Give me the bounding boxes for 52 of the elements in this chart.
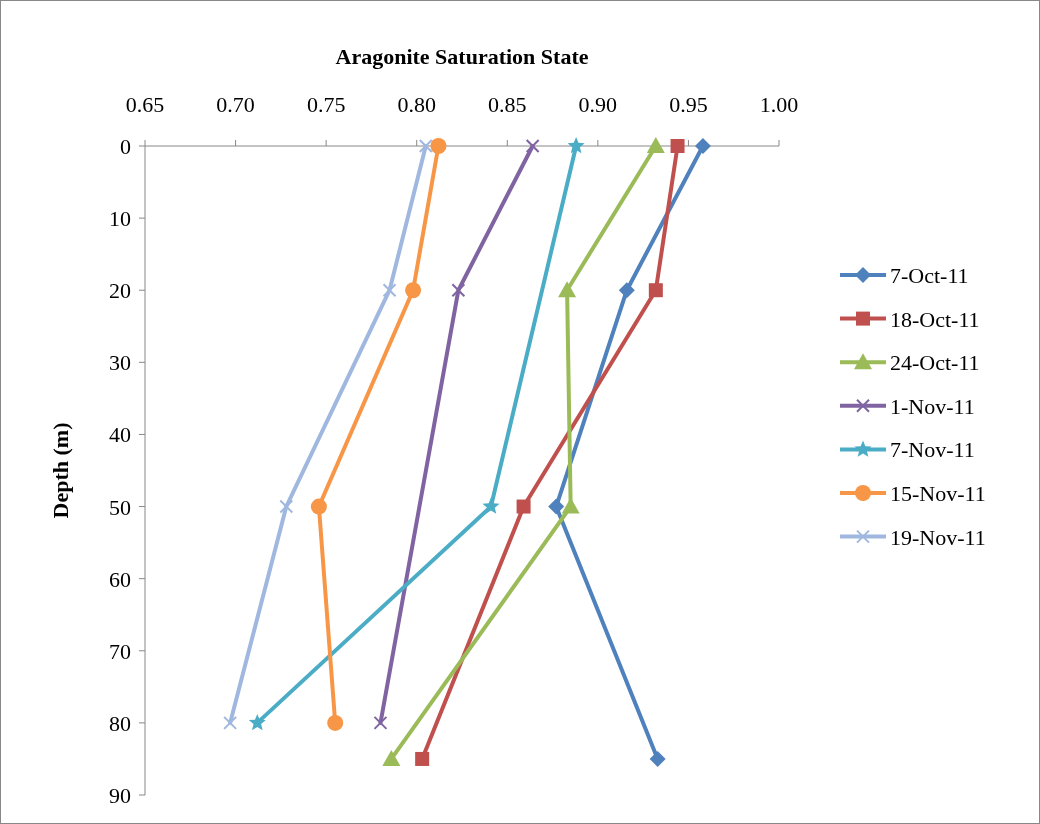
point [405, 282, 422, 299]
y-tick-label: 10 [109, 206, 131, 232]
point [327, 714, 344, 731]
y-tick-label: 90 [109, 783, 131, 808]
x-tick-label: 0.90 [578, 92, 618, 117]
x-axis-title: Aragonite Saturation State [335, 44, 589, 69]
point [373, 715, 388, 730]
point [567, 137, 585, 154]
legend-label: 7-Oct-11 [890, 263, 969, 288]
point [310, 498, 327, 515]
point [670, 139, 685, 153]
legend-label: 15-Nov-11 [890, 481, 986, 506]
legend-label: 7-Nov-11 [890, 437, 975, 463]
point [279, 499, 294, 514]
y-tick-label: 20 [109, 278, 131, 304]
y-tick-label: 30 [109, 350, 131, 376]
point [248, 713, 266, 731]
x-tick-label: 0.95 [669, 92, 708, 117]
y-tick-label: 60 [109, 566, 131, 592]
point [649, 750, 666, 767]
y-tick-label: 70 [109, 638, 131, 664]
x-tick-label: 1.00 [759, 92, 799, 117]
y-tick-label: 50 [109, 494, 131, 520]
point [618, 282, 635, 299]
legend-label: 24-Oct-11 [890, 350, 980, 376]
point [516, 499, 531, 514]
legend-label: 1-Nov-11 [890, 393, 975, 419]
y-axis-title: Depth (m) [48, 422, 73, 519]
y-tick-label: 40 [109, 422, 131, 448]
point [418, 139, 433, 153]
point [482, 497, 500, 514]
x-tick-label: 0.65 [125, 92, 165, 117]
point [646, 137, 665, 153]
point [548, 498, 565, 515]
x-tick-label: 0.85 [488, 92, 527, 117]
x-tick-label: 0.70 [216, 92, 255, 117]
point [223, 715, 238, 730]
y-tick-label: 0 [120, 134, 131, 159]
x-tick-label: 0.75 [306, 92, 346, 117]
point [415, 751, 430, 766]
legend-label: 19-Nov-11 [890, 524, 986, 550]
point [558, 281, 577, 298]
point [694, 138, 711, 154]
point [430, 138, 447, 154]
legend-label: 18-Oct-11 [890, 306, 980, 332]
point [382, 283, 397, 298]
point [648, 283, 663, 298]
point [525, 139, 540, 153]
y-tick-label: 80 [109, 710, 131, 736]
x-tick-label: 0.80 [397, 92, 436, 117]
point [451, 283, 466, 298]
point [382, 749, 401, 766]
